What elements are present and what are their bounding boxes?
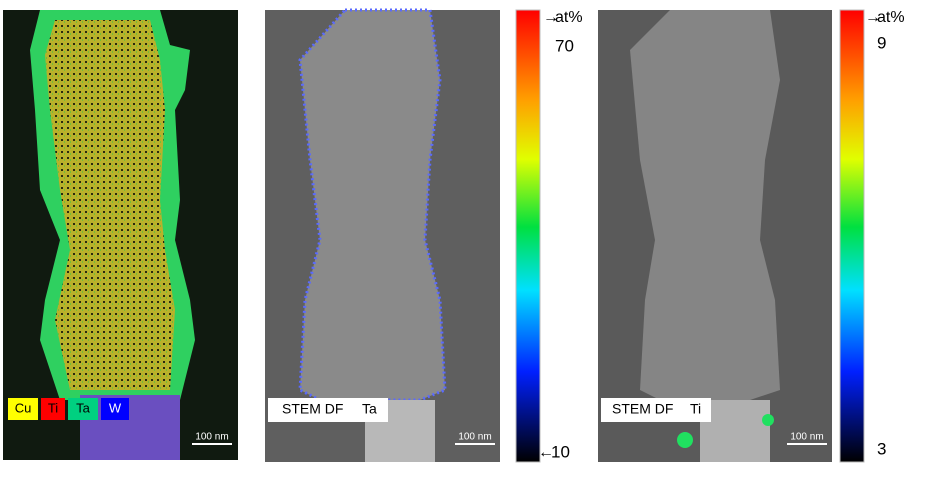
caption: STEM DF: [612, 401, 673, 417]
caption: STEM DF: [282, 401, 343, 417]
legend: Cu Ti Ta W: [8, 398, 129, 420]
colorbar-arrow: ←: [538, 444, 554, 461]
colorbar-max: 9: [877, 33, 886, 52]
eds-map-panel: Cu Ti Ta W 100 nm: [3, 10, 238, 460]
ta-map-panel: STEM DF Ta 100 nm: [265, 8, 500, 462]
colorbar-arrow: →: [543, 9, 559, 26]
colorbar-max: 70: [555, 36, 574, 55]
colorbar-min: 3: [877, 439, 886, 458]
colorbar: → at% 9 3: [839, 9, 905, 463]
legend-cu: Cu: [15, 400, 32, 415]
colorbar-unit: at%: [555, 9, 583, 26]
legend-w: W: [109, 400, 122, 415]
legend-ti: Ti: [48, 400, 58, 415]
colorbar: → at% 70 ← 10: [515, 9, 583, 463]
scale-bar-label: 100 nm: [790, 432, 823, 443]
scale-bar-label: 100 nm: [195, 432, 228, 443]
ti-map-panel: STEM DF Ti 100 nm: [598, 10, 832, 462]
element: Ta: [362, 401, 377, 417]
scale-bar-label: 100 nm: [458, 432, 491, 443]
element: Ti: [690, 401, 701, 417]
colorbar-arrow: →: [865, 9, 881, 26]
legend-ta: Ta: [76, 400, 91, 415]
colorbar-unit: at%: [877, 9, 905, 26]
colorbar-min: 10: [551, 442, 570, 461]
